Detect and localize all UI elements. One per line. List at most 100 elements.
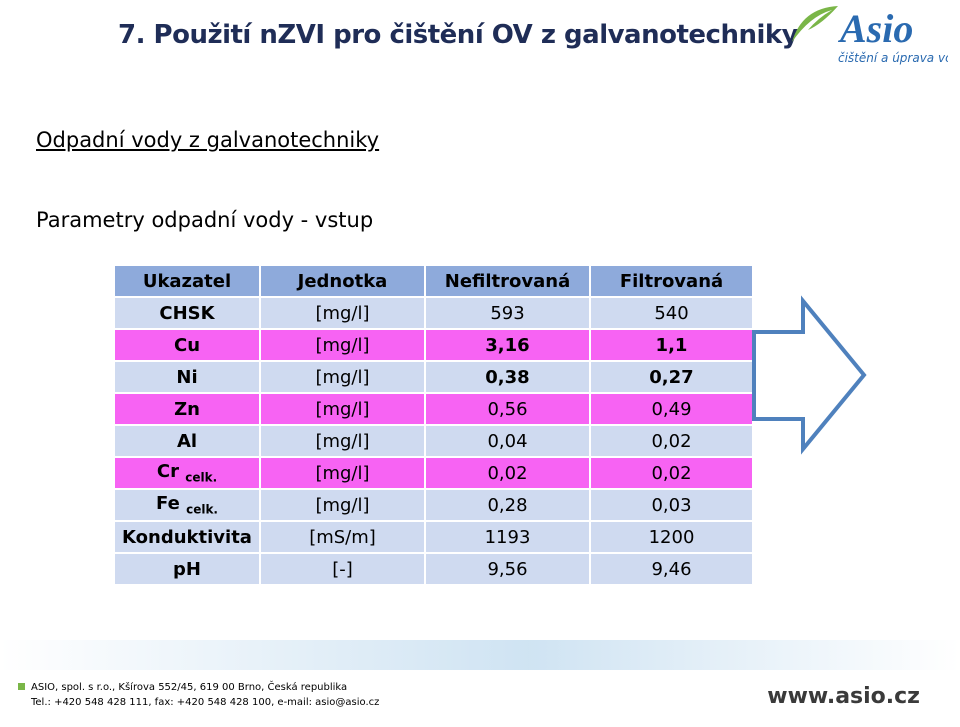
table-cell: 0,04 [424,424,591,458]
table-cell: 0,56 [424,392,591,426]
table-cell: [mg/l] [259,360,426,394]
table-row: Fe celk. [mg/l] 0,28 0,03 [113,488,754,522]
cell-text: Zn [174,398,200,420]
table-cell: 0,02 [424,456,591,490]
logo-tagline: čištění a úprava vod [838,51,948,65]
table-cell: CHSK [113,296,261,330]
table-cell: [mg/l] [259,296,426,330]
table-cell: [mg/l] [259,328,426,362]
table-cell: [mg/l] [259,488,426,522]
cell-text: [mg/l] [315,302,370,324]
footer-text: ASIO, spol. s r.o., Kšírova 552/45, 619 … [31,682,348,693]
table-row: Al [mg/l] 0,04 0,02 [113,424,754,458]
footer-web: www.asio.cz [767,684,920,709]
cell-text: [-] [332,558,353,580]
cell-main: Cr [156,461,179,483]
footer-contact: Tel.: +420 548 428 111, fax: +420 548 42… [31,697,380,708]
cell-text: 0,04 [487,430,528,452]
bullet [18,683,25,690]
arrow-outline [752,295,867,455]
parameter-table: Ukazatel Jednotka Nefiltrovaná Filtrovaná CH… [113,264,754,586]
cell-text: Al [176,430,198,452]
arrow [752,295,867,455]
cell-text: [mg/l] [315,430,370,452]
table-row: Cr celk. [mg/l] 0,02 0,02 [113,456,754,490]
cell-text: [mg/l] [315,334,370,356]
cell-text: 0,28 [487,494,528,516]
table-cell: 9,56 [424,552,591,586]
table-cell: 1,1 [589,328,754,362]
cell-text: Konduktivita [122,526,252,548]
table-cell: 593 [424,296,591,330]
cell-text: 0,49 [651,398,692,420]
header-row: Ukazatel Jednotka Nefiltrovaná Filtrovaná [113,264,754,298]
cell-text: 0,02 [651,430,692,452]
cell-text: 1200 [648,526,695,548]
cell-text: Ni [176,366,198,388]
table-cell: Ni [113,360,261,394]
table-row: Konduktivita [mS/m] 1193 1200 [113,520,754,554]
cell-text: 0,02 [651,462,692,484]
cell-text: 0,27 [649,366,694,388]
logo: Asio čištění a úprava vod [788,2,960,70]
cell-text: [mg/l] [315,366,370,388]
cell-main: Fe [156,493,180,515]
cell-text: 0,03 [651,494,692,516]
table-row: Ni [mg/l] 0,38 0,27 [113,360,754,394]
section-heading: Parametry odpadní vody - vstup [36,208,374,232]
cell-subscript: celk. [185,470,218,485]
table-row: pH [-] 9,56 9,46 [113,552,754,586]
table-cell: Cu [113,328,261,362]
cell-text: 0,02 [487,462,528,484]
table-cell: 0,02 [589,424,754,458]
cell-text: Cu [173,334,201,356]
table-row: CHSK [mg/l] 593 540 [113,296,754,330]
cell-text: [mS/m] [309,526,376,548]
table-cell: 1200 [589,520,754,554]
table-cell: [-] [259,552,426,586]
table-cell: 540 [589,296,754,330]
table-cell: [mS/m] [259,520,426,554]
table-cell: 0,49 [589,392,754,426]
header-cell: Jednotka [259,264,426,298]
cell-text: 9,46 [651,558,692,580]
subtitle: Odpadní vody z galvanotechniky [36,128,380,152]
table-cell: 0,38 [424,360,591,394]
table-cell: 9,46 [589,552,754,586]
cell-text: 1,1 [655,334,688,356]
header-cell: Ukazatel [113,264,261,298]
logo-graphic: Asio čištění a úprava vod [792,6,960,65]
footer-address: ASIO, spol. s r.o., Kšírova 552/45, 619 … [18,682,347,693]
table-cell: Zn [113,392,261,426]
cell-text: 3,16 [485,334,530,356]
table-cell: 3,16 [424,328,591,362]
header-cell: Nefiltrovaná [424,264,591,298]
table-cell: Cr celk. [113,456,261,490]
cell-text: 593 [490,302,525,324]
cell-text: pH [173,558,201,580]
table-cell: pH [113,552,261,586]
cell-text: 1193 [484,526,531,548]
cell-text: 540 [654,302,689,324]
table-cell: Fe celk. [113,488,261,522]
logo-name: Asio [837,6,913,51]
cell-text: CHSK [159,302,215,324]
table-cell: Konduktivita [113,520,261,554]
cell-text: 0,56 [487,398,528,420]
table-cell: Al [113,424,261,458]
header-cell: Filtrovaná [589,264,754,298]
cell-text: [mg/l] [315,398,370,420]
cell-text: [mg/l] [315,462,370,484]
cell-text: 9,56 [487,558,528,580]
cell-text: [mg/l] [315,494,370,516]
footer-decoration [0,640,960,670]
logo-leaf [792,6,838,42]
table-cell: 0,27 [589,360,754,394]
table-cell: 0,02 [589,456,754,490]
table-cell: 0,28 [424,488,591,522]
table-row: Cu [mg/l] 3,16 1,1 [113,328,754,362]
table-cell: 1193 [424,520,591,554]
cell-subscript: celk. [186,502,218,517]
table-cell: 0,03 [589,488,754,522]
